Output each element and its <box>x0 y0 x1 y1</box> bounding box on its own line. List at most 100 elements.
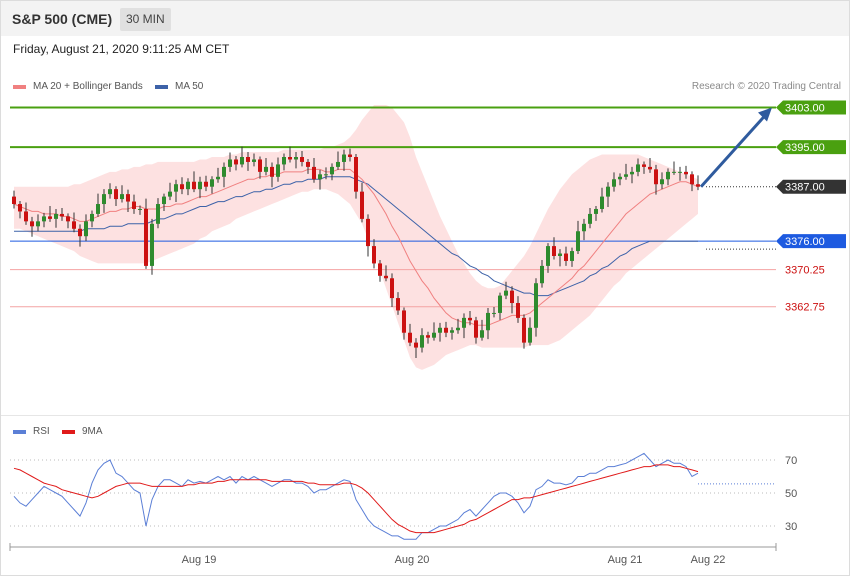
candle <box>438 322 442 342</box>
candle-body <box>300 157 304 162</box>
candle <box>678 166 682 181</box>
candle <box>612 172 616 192</box>
price-tag-label-0: 3403.00 <box>785 103 825 115</box>
candle-body <box>54 213 58 219</box>
candle <box>546 243 550 273</box>
candle-body <box>66 216 70 222</box>
candle <box>12 190 16 209</box>
candle <box>378 259 382 282</box>
candle <box>696 175 700 191</box>
candle <box>516 296 520 323</box>
timeframe-button[interactable]: 30 MIN <box>120 8 171 31</box>
candle-body <box>348 154 352 157</box>
candle-body <box>600 196 604 209</box>
legend-rsi-ma-label: 9MA <box>82 426 103 437</box>
candle <box>96 193 100 217</box>
candle-body <box>276 164 280 177</box>
candle <box>558 249 562 267</box>
candle <box>354 154 358 199</box>
candle <box>192 171 196 193</box>
candle <box>372 239 376 269</box>
candle <box>36 214 40 232</box>
candle <box>672 161 676 175</box>
candle <box>426 331 430 344</box>
candle <box>306 158 310 174</box>
candle-body <box>534 283 538 328</box>
rsi-line <box>13 452 699 540</box>
candle <box>198 176 202 199</box>
price-label-4: 3370.25 <box>785 265 825 277</box>
candle <box>420 328 424 353</box>
candle-body <box>150 223 154 266</box>
candle <box>624 163 628 180</box>
candle-body <box>696 184 700 187</box>
legend-ma20-label: MA 20 + Bollinger Bands <box>33 81 143 92</box>
candle <box>162 193 166 211</box>
candle-body <box>540 265 544 284</box>
candle-body <box>654 169 658 185</box>
candle <box>564 246 568 266</box>
candle <box>534 278 538 337</box>
candle-body <box>636 164 640 172</box>
header-bar: S&P 500 (CME) 30 MIN <box>1 1 849 36</box>
x-axis-label-0: Aug 19 <box>182 554 217 566</box>
candle-body <box>282 157 286 165</box>
candle-body <box>354 157 358 192</box>
candle-body <box>336 161 340 167</box>
candle-body <box>192 181 196 190</box>
candle <box>60 207 64 221</box>
candle-body <box>18 204 22 212</box>
candle-body <box>360 191 364 219</box>
candle <box>630 166 634 184</box>
candle <box>528 317 532 346</box>
candle-body <box>384 275 388 279</box>
candle-body <box>570 251 574 261</box>
candle-body <box>462 317 466 328</box>
candle <box>132 194 136 214</box>
candle-body <box>84 221 88 237</box>
candle-body <box>402 310 406 333</box>
legend-rsi-label: RSI <box>33 426 50 437</box>
candle <box>540 259 544 288</box>
rsi-swatch <box>13 429 26 434</box>
candle-body <box>42 216 46 222</box>
candle-body <box>342 154 346 162</box>
candle-body <box>492 312 496 314</box>
candle-body <box>204 181 208 187</box>
candle-body <box>612 179 616 187</box>
price-tag-0 <box>776 100 846 115</box>
candle <box>330 163 334 181</box>
projection-arrow-head <box>758 107 772 122</box>
price-tag-label-1: 3395.00 <box>785 142 825 154</box>
candle-body <box>624 174 628 177</box>
candle <box>480 319 484 341</box>
candle-body <box>258 159 262 172</box>
candle-body <box>240 157 244 165</box>
candle-body <box>246 157 250 162</box>
legend-rsi-ma: 9MA <box>62 426 103 437</box>
candle <box>168 182 172 201</box>
candle-body <box>606 186 610 197</box>
candle <box>474 316 478 344</box>
candle-body <box>444 327 448 333</box>
candle <box>522 314 526 349</box>
candle-body <box>582 223 586 232</box>
candle <box>492 306 496 318</box>
candle <box>312 157 316 183</box>
candle-body <box>126 194 130 202</box>
candle-body <box>648 166 652 170</box>
candle <box>582 218 586 241</box>
x-axis-label-2: Aug 21 <box>608 554 643 566</box>
candle <box>606 182 610 207</box>
candle-body <box>294 157 298 160</box>
candle-body <box>366 218 370 247</box>
candle-body <box>522 317 526 343</box>
candle-body <box>180 184 184 190</box>
candle-body <box>558 253 562 256</box>
candle-body <box>132 201 136 209</box>
candle-body <box>90 213 94 222</box>
candle <box>276 157 280 182</box>
candle <box>18 201 22 219</box>
bollinger-band-area <box>14 105 698 370</box>
candle <box>294 152 298 169</box>
